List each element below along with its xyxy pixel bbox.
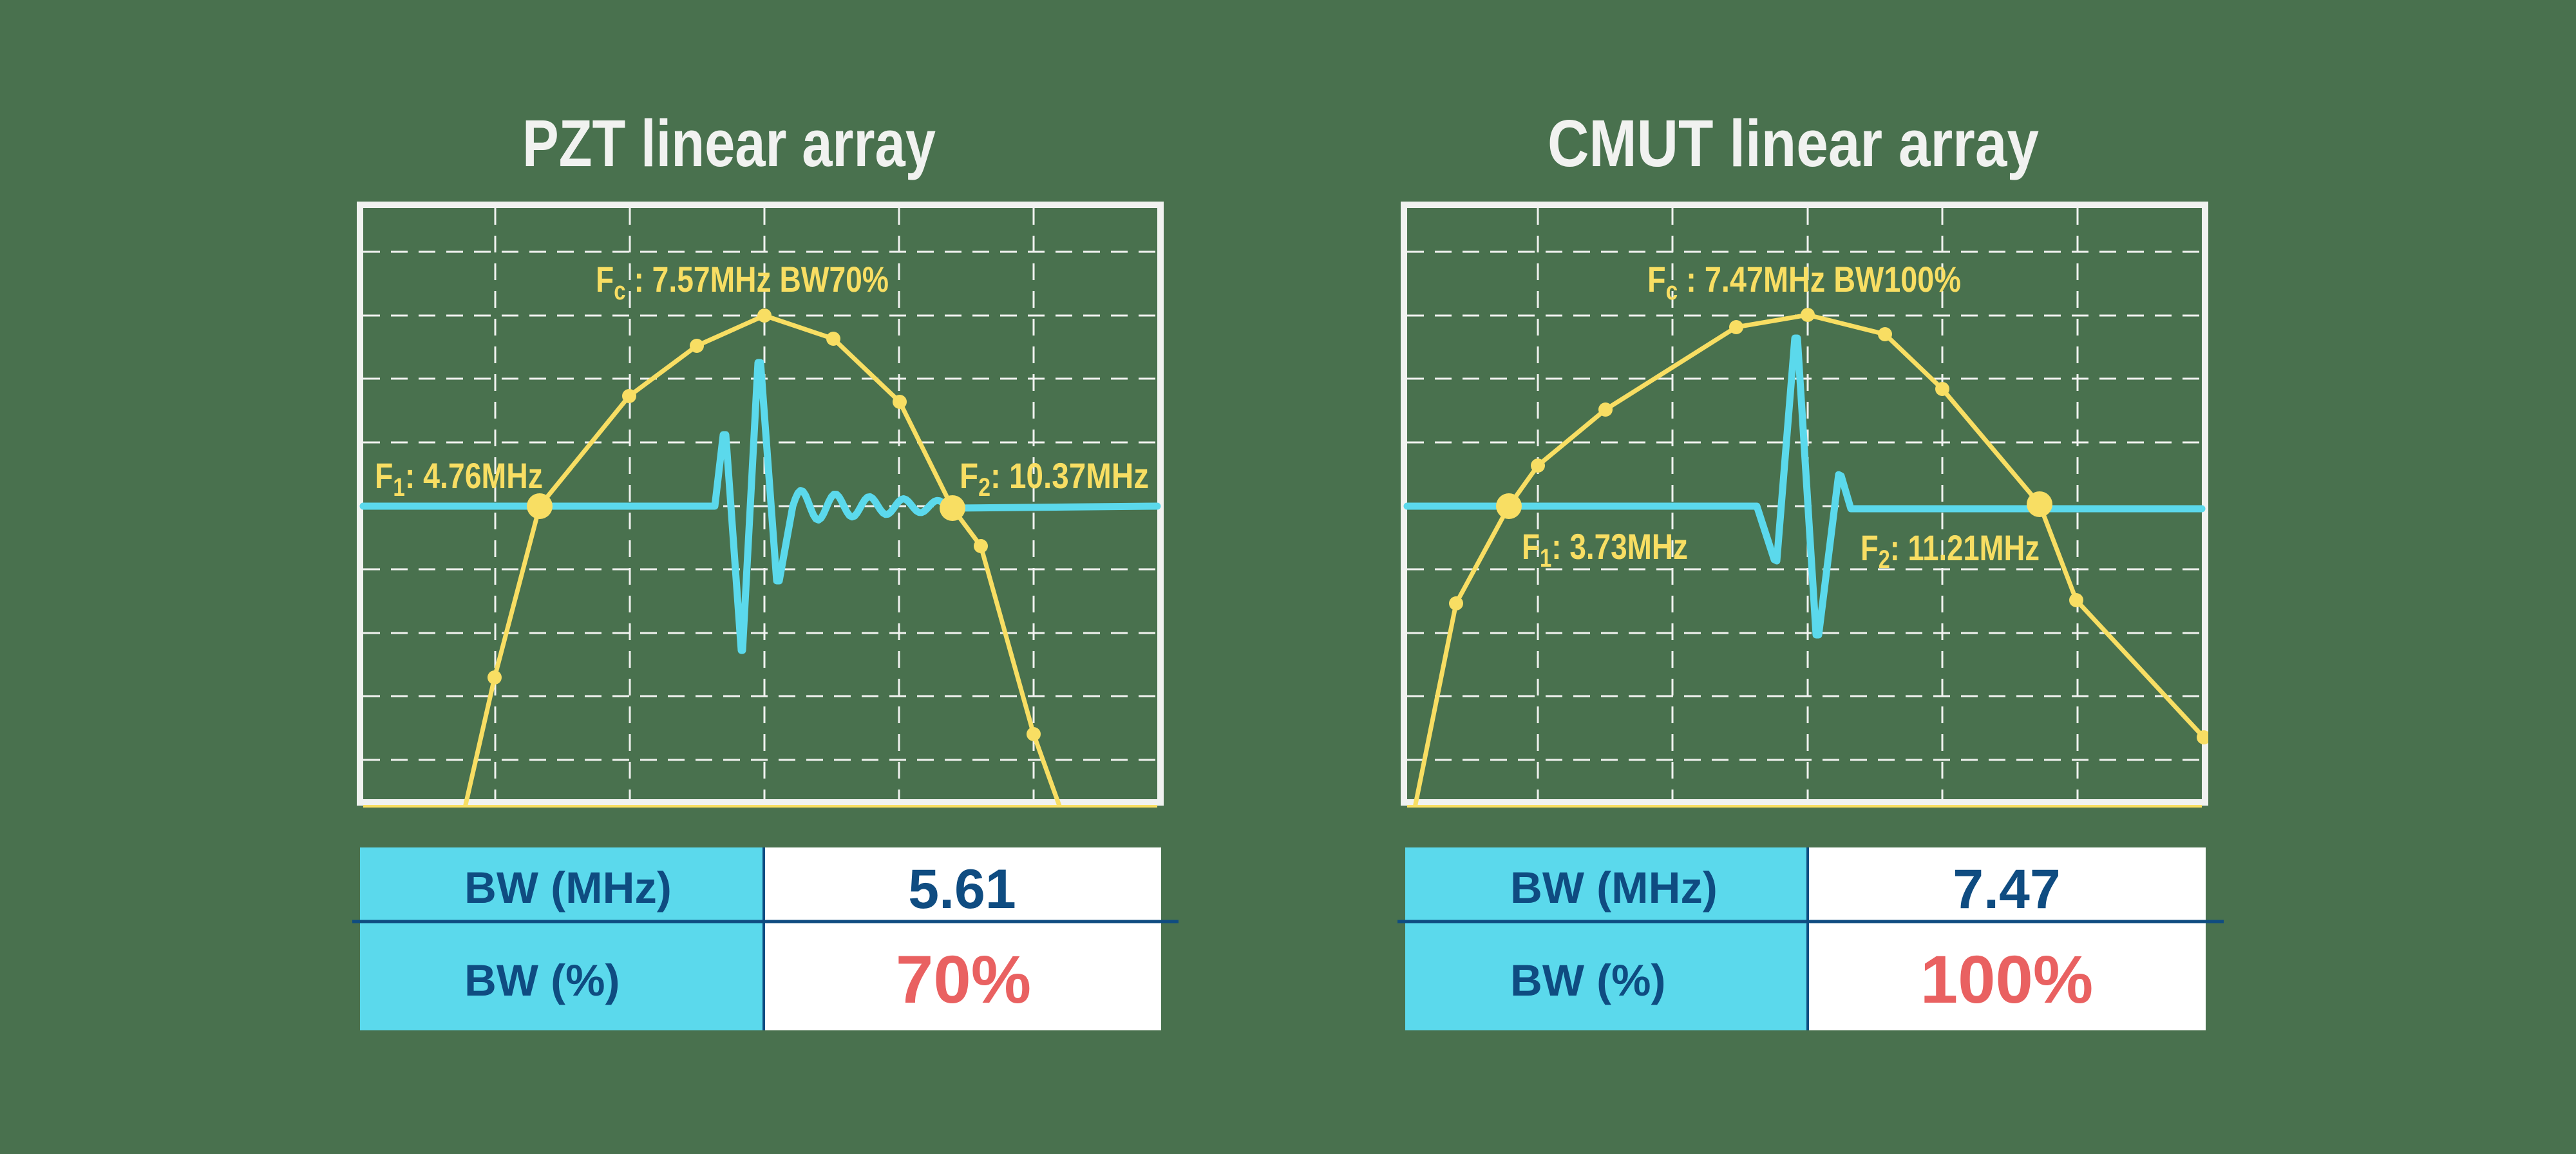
svg-text:CMUT linear array: CMUT linear array [1548, 106, 2039, 180]
svg-text:7.47: 7.47 [1953, 858, 2060, 920]
svg-text:F1: 4.76MHz: F1: 4.76MHz [375, 455, 543, 502]
svg-text:PZT linear array: PZT linear array [522, 106, 936, 180]
svg-text:F2: 11.21MHz: F2: 11.21MHz [1861, 527, 2040, 574]
svg-text:F2: 10.37MHz: F2: 10.37MHz [960, 455, 1149, 502]
svg-text:70%: 70% [896, 942, 1031, 1017]
svg-text:BW (%): BW (%) [1510, 956, 1665, 1005]
svg-text:BW (%): BW (%) [464, 956, 620, 1005]
svg-text:F1: 3.73MHz: F1: 3.73MHz [1522, 526, 1688, 572]
svg-text:BW (MHz): BW (MHz) [1510, 863, 1718, 913]
svg-text:BW (MHz): BW (MHz) [464, 863, 672, 913]
svg-text:Fc : 7.57MHz BW70%: Fc : 7.57MHz BW70% [596, 259, 889, 305]
svg-text:Fc : 7.47MHz BW100%: Fc : 7.47MHz BW100% [1647, 259, 1961, 305]
svg-text:100%: 100% [1920, 942, 2094, 1017]
svg-text:5.61: 5.61 [908, 858, 1016, 920]
